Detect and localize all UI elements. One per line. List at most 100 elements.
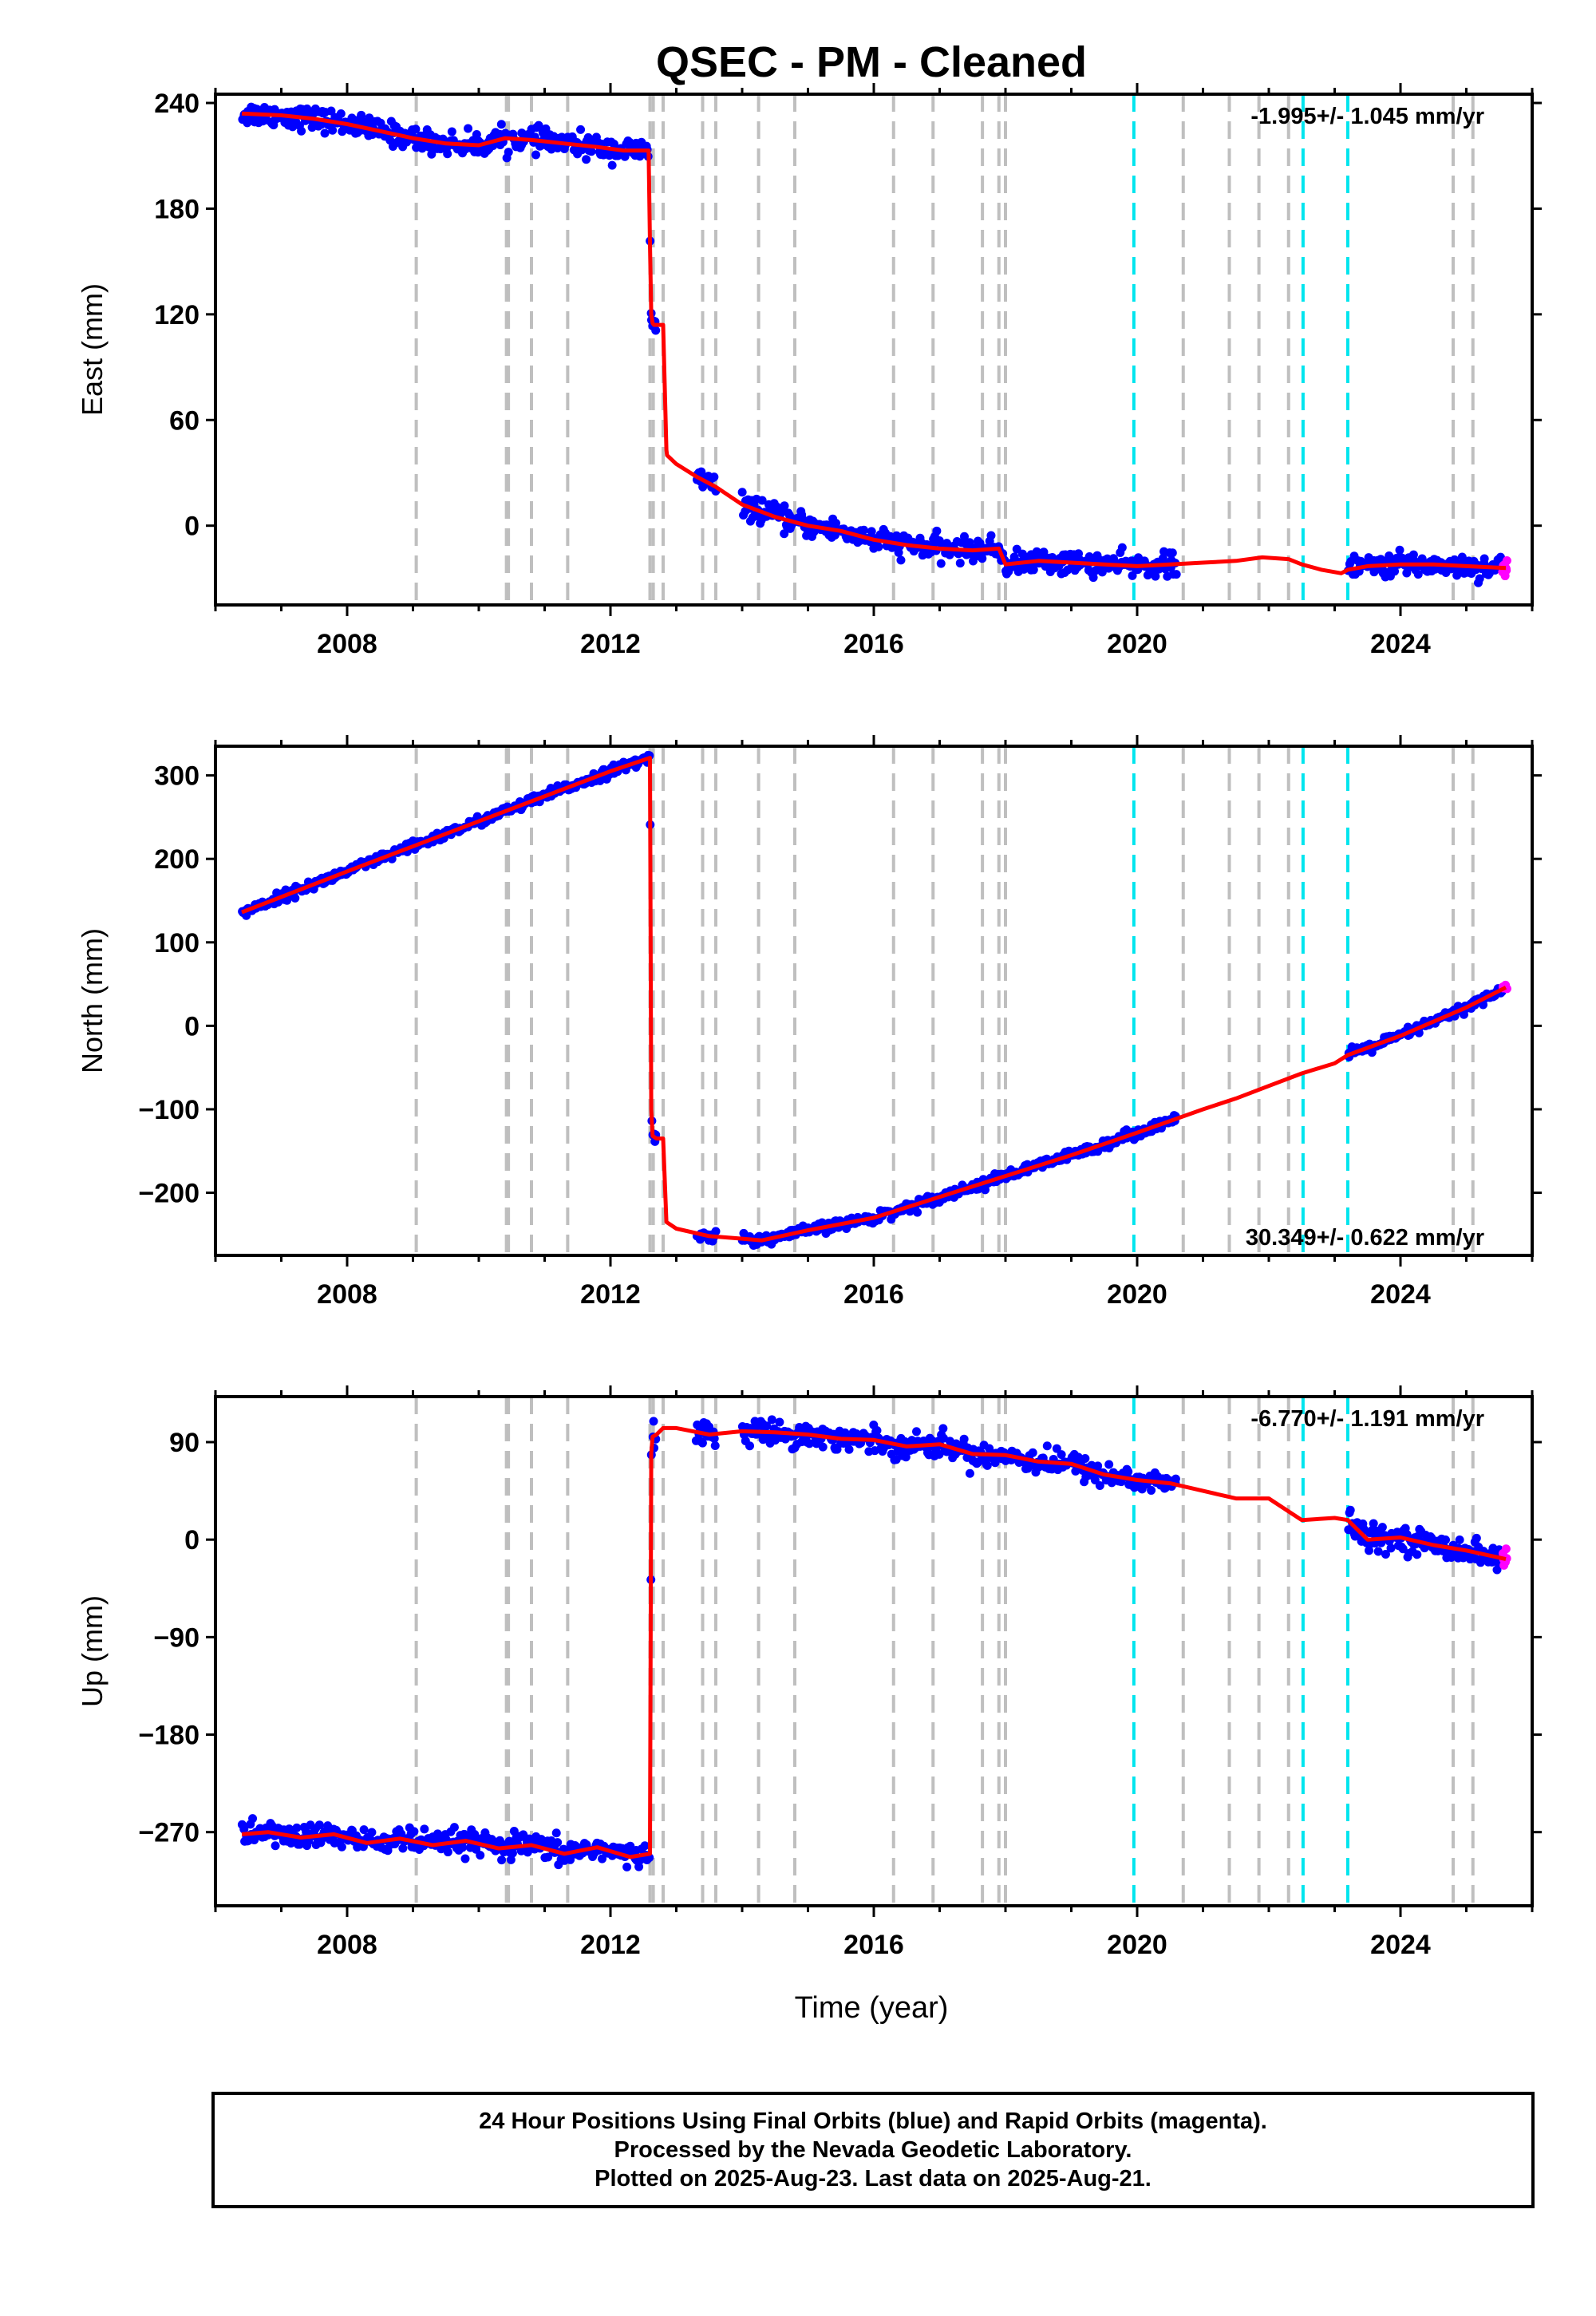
panel-up: 90 0 −90 −180 −270 2008 2012 2016 2020 2024 Up (mm… [76,1385,1542,1960]
x-tick-label: 2012 [580,1279,641,1310]
final-orbit-point [1377,1523,1387,1532]
final-orbit-point [598,1854,607,1863]
final-orbit-point [1029,565,1038,575]
final-orbit-point [1167,548,1177,558]
y-tick-label: 100 [154,928,200,958]
final-orbit-point [911,1427,921,1437]
y-tick-label: 120 [154,300,200,330]
final-orbit-point [762,1421,772,1431]
x-tick-label: 2020 [1107,1930,1167,1960]
final-orbit-point [1151,571,1160,581]
final-orbit-point [745,1441,754,1451]
rapid-orbit-point [1501,1544,1511,1554]
final-orbit-point [859,525,869,535]
y-tick-label: −200 [138,1179,200,1209]
final-orbit-point [1052,1444,1061,1453]
final-orbit-point [1124,1467,1133,1476]
footer-line-3: Plotted on 2025-Aug-23. Last data on 202… [595,2166,1152,2192]
final-orbit-point [1452,571,1462,580]
y-tick-label: 240 [154,89,200,119]
final-orbit-point [709,472,719,482]
final-orbit-point [1475,574,1484,583]
x-tick-label: 2020 [1107,629,1167,659]
final-orbit-point [867,527,876,536]
final-orbit-point [959,1434,969,1444]
final-orbit-point [1369,1519,1378,1528]
final-orbit-point [496,120,506,129]
final-orbit-point [965,1468,974,1478]
final-orbit-point [551,1828,561,1838]
final-orbit-point [1104,1460,1114,1469]
final-orbit-point [982,1460,992,1470]
final-orbit-point [1345,1505,1355,1515]
final-orbit-point [709,1433,719,1443]
y-axis-label: East (mm) [76,283,109,416]
panels: 240 180 120 60 0 2008 2012 2016 2020 2024 East (mm… [76,83,1542,1960]
final-orbit-point [1080,1454,1090,1464]
final-orbit-point [506,1855,516,1864]
footer-line-1: 24 Hour Positions Using Final Orbits (bl… [479,2109,1267,2134]
final-orbit-point [359,1825,369,1835]
final-orbit-point [1395,545,1404,555]
final-orbit-point [239,1824,249,1834]
final-orbit-point [780,501,789,511]
x-tick-label: 2024 [1370,629,1431,659]
final-orbit-point [844,1445,854,1454]
x-tick-label: 2008 [317,1279,377,1310]
final-orbit-point [757,496,767,505]
plot-area-north [238,746,1511,1255]
final-orbit-point [818,1442,828,1452]
y-tick-label: 0 [184,512,200,542]
final-orbit-point [622,1862,632,1871]
final-orbit-point [443,149,452,159]
final-orbit-point [576,124,586,134]
final-orbit-point [292,1823,302,1832]
final-orbit-point [411,124,421,134]
panel-east: 240 180 120 60 0 2008 2012 2016 2020 2024 East (mm… [76,83,1542,659]
x-tick-label: 2020 [1107,1279,1167,1310]
final-orbit-point [649,1417,658,1426]
final-orbit-point [607,160,617,170]
final-orbit-point [936,559,946,568]
final-orbit-point [508,1848,517,1858]
final-orbit-point [1147,1485,1156,1495]
final-orbit-point [470,1830,480,1840]
final-orbit-point [965,538,974,547]
final-orbit-point [1413,570,1423,579]
final-orbit-point [1386,1543,1396,1553]
x-tick-label: 2016 [843,629,904,659]
rate-label: 30.349+/- 0.622 mm/yr [1246,1225,1484,1251]
y-tick-label: 90 [169,1428,200,1458]
final-orbit-point [460,1854,470,1863]
final-orbit-point [587,147,596,156]
final-orbit-point [427,149,437,159]
y-tick-label: −100 [138,1095,200,1125]
y-tick-label: 300 [154,761,200,792]
x-tick-label: 2024 [1370,1930,1431,1960]
final-orbit-point [443,1848,452,1857]
final-orbit-point [1057,1450,1066,1460]
final-orbit-point [1373,1547,1383,1556]
final-orbit-point [1171,570,1181,579]
final-orbit-point [320,128,330,138]
final-orbit-point [934,1449,944,1459]
final-orbit-point [337,1842,346,1852]
final-orbit-point [1365,1546,1374,1555]
final-orbit-point [543,1852,553,1862]
x-tick-label: 2024 [1370,1279,1431,1310]
final-orbit-point [640,1841,650,1851]
final-orbit-point [297,126,306,136]
final-orbit-point [697,1438,707,1448]
plot-area-up [237,1397,1511,1906]
final-orbit-point [1479,554,1489,563]
x-tick-label: 2016 [843,1279,904,1310]
final-orbit-point [986,531,996,540]
y-tick-label: 200 [154,844,200,875]
final-orbit-point [553,1838,563,1848]
final-orbit-point [978,554,987,563]
final-orbit-point [974,1457,983,1467]
y-tick-label: 0 [184,1525,200,1555]
final-orbit-point [932,526,942,536]
x-tick-label: 2012 [580,629,641,659]
final-orbit-point [1093,1461,1103,1471]
